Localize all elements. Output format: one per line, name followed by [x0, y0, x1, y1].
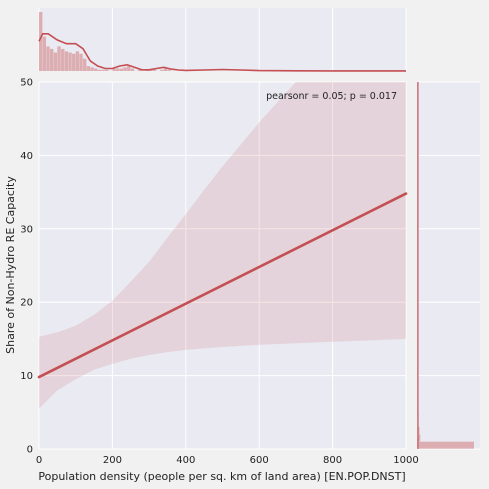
- y-tick-label: 40: [20, 151, 33, 162]
- grid-lines: [38, 8, 480, 450]
- marginal-x-bar: [149, 69, 153, 71]
- confidence-band: [39, 82, 406, 409]
- marginal-x-bar: [68, 52, 72, 71]
- regression-line: [37, 192, 408, 379]
- y-tick-label: 50: [20, 78, 33, 89]
- y-tick-label: 20: [20, 298, 33, 309]
- marginal-x-bar: [75, 51, 80, 71]
- marginal-x-bar: [50, 48, 54, 71]
- marginal-x-bar: [123, 67, 127, 71]
- marginal-x-bar: [167, 69, 171, 71]
- marginal-x-bar: [61, 48, 65, 71]
- main-panel: [39, 82, 406, 449]
- marginal-x-bar: [86, 66, 91, 71]
- annotation-text: pearsonr = 0.05; p = 0.017: [266, 91, 397, 102]
- marginal-x-bar: [46, 46, 50, 71]
- marginal-x-bar: [97, 69, 102, 71]
- marginal-x-bar: [72, 53, 76, 71]
- x-tick-label: 200: [103, 455, 122, 466]
- y-axis-title: Share of Non-Hydro RE Capacity: [4, 176, 17, 354]
- x-axis-title: Population density (people per sq. km of…: [38, 470, 405, 483]
- regression-line-path: [37, 192, 408, 379]
- marginal-x-bar: [57, 46, 61, 71]
- marginal-y-bar: [417, 434, 421, 442]
- marginal-x-bar: [79, 53, 83, 71]
- marginal-y-panel: [417, 82, 480, 449]
- marginal-x-bar: [138, 69, 142, 71]
- marginal-x-bar: [112, 68, 116, 71]
- marginal-x-bar: [130, 68, 135, 71]
- y-tick-label: 30: [20, 224, 33, 235]
- x-tick-label: 400: [176, 455, 195, 466]
- marginal-x-bar: [160, 69, 164, 71]
- x-tick-label: 0: [36, 455, 42, 466]
- marginal-x-bar: [42, 36, 47, 71]
- marginal-x-bar: [116, 68, 120, 71]
- tick-labels: 0 200 400 600 800 1000 0 10 20 30 40 50: [20, 78, 418, 467]
- marginal-x-bar: [90, 67, 94, 71]
- marginal-x-bar: [83, 58, 87, 71]
- marginal-x-bar: [64, 51, 69, 71]
- marginal-x-bar: [105, 69, 109, 71]
- marginal-y-bar: [417, 441, 474, 449]
- marginal-x-bar: [94, 68, 98, 71]
- marginal-x-bar: [152, 69, 157, 71]
- marginal-x-bar: [101, 69, 105, 71]
- marginal-x-bar: [39, 12, 43, 71]
- y-tick-label: 10: [20, 371, 33, 382]
- marginal-y-histogram: [417, 82, 474, 449]
- marginal-x-bar: [163, 68, 168, 71]
- marginal-x-kde-line: [38, 32, 406, 72]
- marginal-x-panel: [39, 8, 406, 71]
- x-tick-label: 800: [323, 455, 342, 466]
- marginal-x-bar: [127, 66, 131, 71]
- x-tick-label: 1000: [393, 455, 418, 466]
- marginal-x-bar: [119, 68, 124, 71]
- y-tick-label: 0: [27, 445, 33, 456]
- confidence-band-area: [39, 82, 406, 409]
- x-tick-label: 600: [250, 455, 269, 466]
- marginal-x-histogram: [38, 12, 406, 72]
- marginal-x-bar: [53, 52, 58, 71]
